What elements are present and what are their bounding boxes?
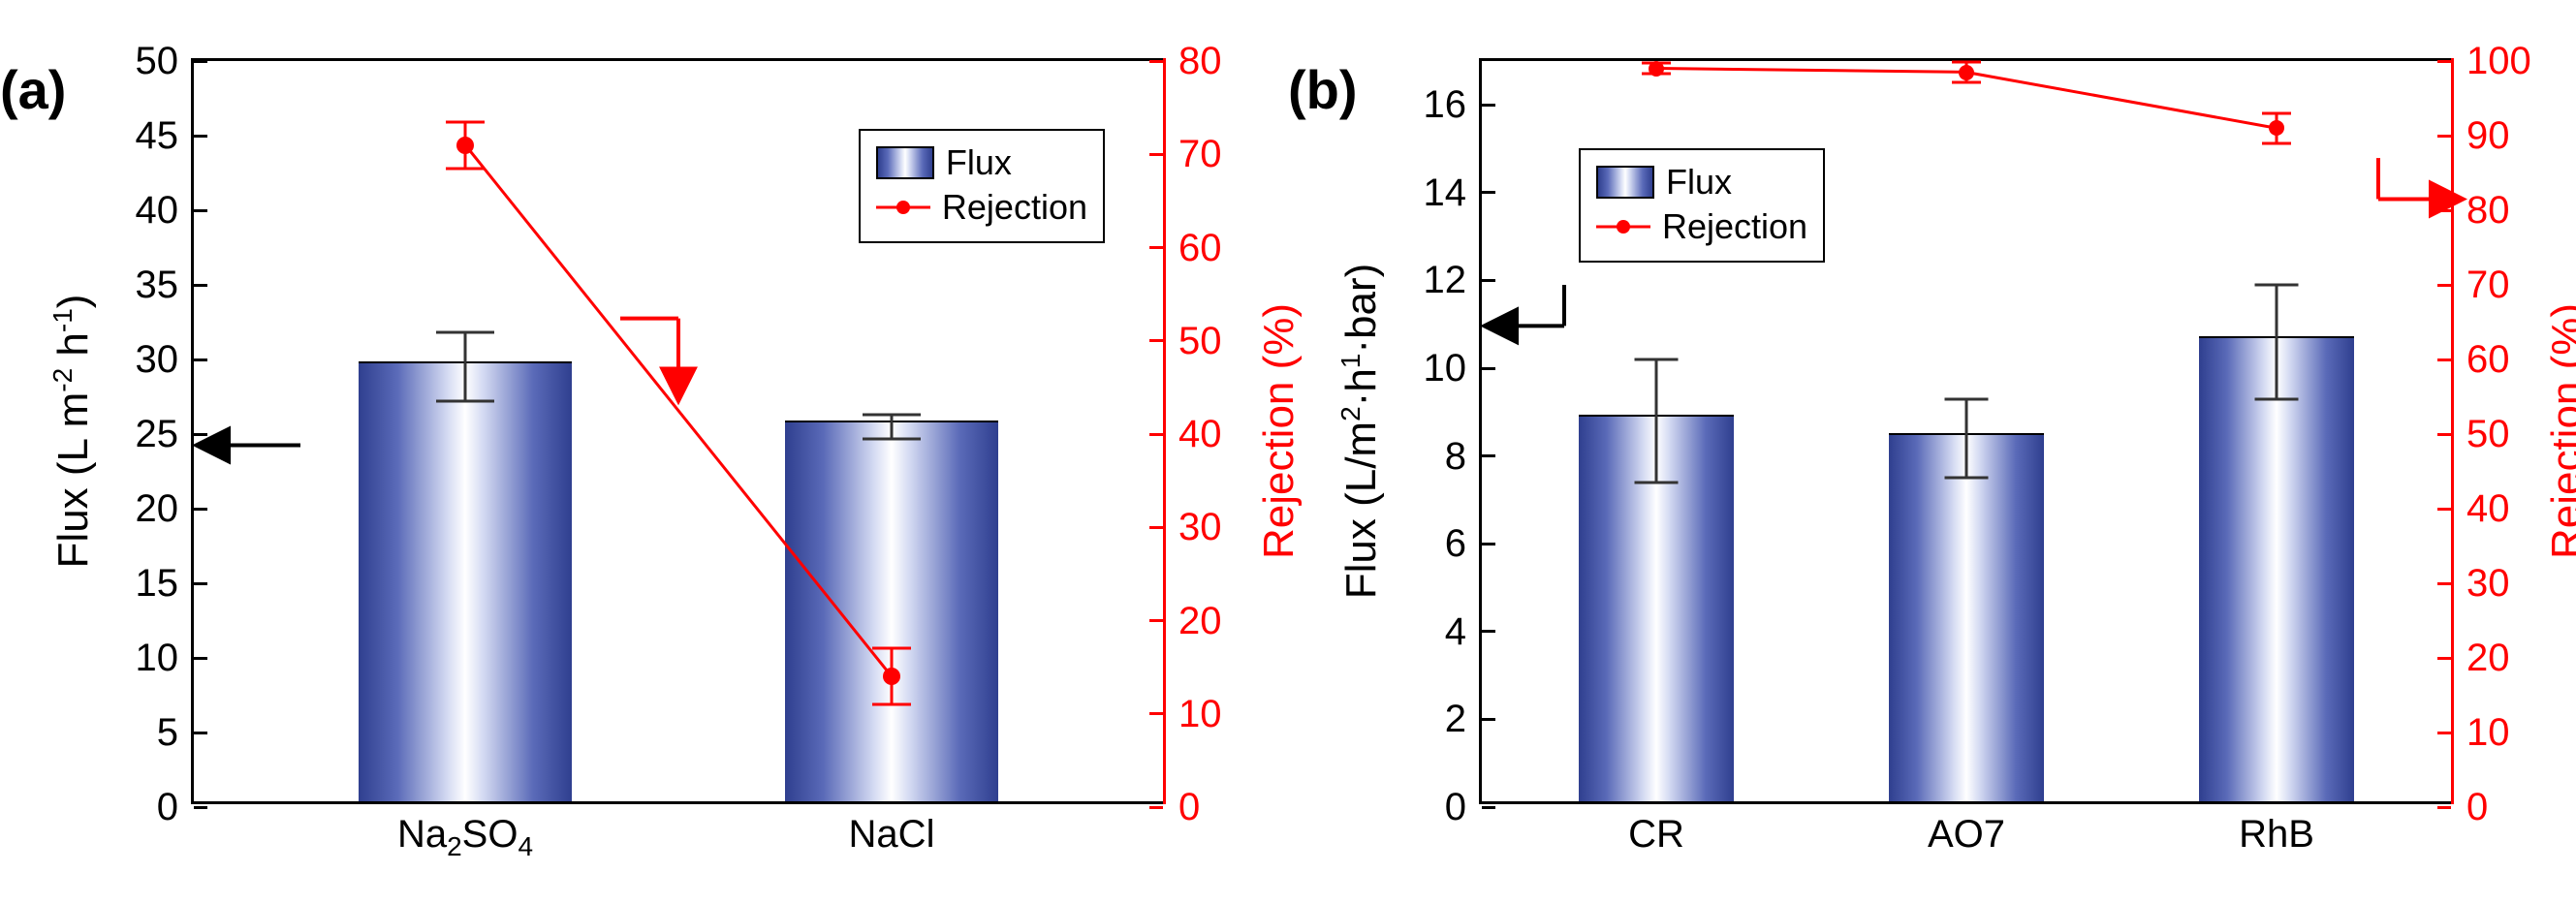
panel-a-tag: (a) bbox=[0, 58, 66, 121]
yleft-ticklabel: 20 bbox=[136, 489, 179, 528]
indicator-arrows bbox=[194, 61, 1163, 807]
yleft-ticklabel: 15 bbox=[136, 564, 179, 603]
indicator-arrows bbox=[1482, 61, 2451, 807]
yleft-ticklabel: 8 bbox=[1445, 437, 1466, 476]
x-ticklabel: Na2SO4 bbox=[397, 813, 533, 862]
yleft-ticklabel: 50 bbox=[136, 42, 179, 80]
yright-ticklabel: 70 bbox=[1178, 135, 1222, 173]
yright-ticklabel: 10 bbox=[2466, 713, 2510, 752]
yright-ticklabel: 60 bbox=[2466, 340, 2510, 379]
yright-ticklabel: 40 bbox=[2466, 489, 2510, 528]
yleft-ticklabel: 14 bbox=[1424, 173, 1467, 212]
yright-ticklabel: 10 bbox=[1178, 695, 1222, 733]
yleft-ticklabel: 10 bbox=[1424, 349, 1467, 388]
yright-ticklabel: 20 bbox=[1178, 602, 1222, 640]
yleft-ticklabel: 25 bbox=[136, 415, 179, 453]
yright-ticklabel: 50 bbox=[2466, 415, 2510, 453]
panel-b-plot: 02468101214160102030405060708090100CRAO7… bbox=[1482, 58, 2451, 804]
yright-ticklabel: 0 bbox=[2466, 788, 2488, 826]
panel-b-tag: (b) bbox=[1288, 58, 1358, 121]
yleft-ticklabel: 35 bbox=[136, 265, 179, 304]
yright-ticklabel: 0 bbox=[1178, 788, 1200, 826]
figure: (a) 051015202530354045500102030405060708… bbox=[0, 0, 2576, 904]
yright-ticklabel: 40 bbox=[1178, 415, 1222, 453]
yright-ticklabel: 60 bbox=[1178, 229, 1222, 267]
panel-b: (b) 02468101214160102030405060708090100C… bbox=[1288, 0, 2576, 904]
yleft-ticklabel: 0 bbox=[1445, 788, 1466, 826]
yleft-ticklabel: 30 bbox=[136, 340, 179, 379]
panel-b-yright-axis bbox=[2451, 58, 2454, 804]
yright-ticklabel: 50 bbox=[1178, 322, 1222, 360]
yright-ticklabel: 30 bbox=[1178, 508, 1222, 546]
panel-a: (a) 051015202530354045500102030405060708… bbox=[0, 0, 1288, 904]
yright-ticklabel: 90 bbox=[2466, 116, 2510, 155]
yleft-ticklabel: 16 bbox=[1424, 85, 1467, 124]
panel-b-yleft-label: Flux (L/m2·h1·bar) bbox=[1335, 264, 1386, 600]
yleft-ticklabel: 5 bbox=[157, 713, 178, 752]
yright-ticklabel: 100 bbox=[2466, 42, 2531, 80]
yright-ticklabel: 70 bbox=[2466, 265, 2510, 304]
yleft-ticklabel: 45 bbox=[136, 116, 179, 155]
yleft-ticklabel: 12 bbox=[1424, 261, 1467, 299]
yright-ticklabel: 80 bbox=[1178, 42, 1222, 80]
panel-b-yright-label: Rejection (%) bbox=[2543, 303, 2576, 559]
yleft-ticklabel: 4 bbox=[1445, 612, 1466, 651]
yleft-ticklabel: 0 bbox=[157, 788, 178, 826]
yleft-ticklabel: 2 bbox=[1445, 700, 1466, 738]
x-ticklabel: RhB bbox=[2239, 813, 2314, 857]
yright-ticklabel: 30 bbox=[2466, 564, 2510, 603]
x-ticklabel: AO7 bbox=[1928, 813, 2005, 857]
panel-a-plot: 0510152025303540455001020304050607080Na2… bbox=[194, 58, 1163, 804]
yleft-ticklabel: 10 bbox=[136, 639, 179, 677]
x-ticklabel: NaCl bbox=[849, 813, 935, 857]
yleft-ticklabel: 40 bbox=[136, 191, 179, 230]
panel-a-yleft-label: Flux (L m-2 h-1) bbox=[47, 295, 98, 569]
panel-a-yright-axis bbox=[1163, 58, 1166, 804]
yright-ticklabel: 20 bbox=[2466, 639, 2510, 677]
yright-ticklabel: 80 bbox=[2466, 191, 2510, 230]
x-ticklabel: CR bbox=[1628, 813, 1684, 857]
yleft-ticklabel: 6 bbox=[1445, 524, 1466, 563]
